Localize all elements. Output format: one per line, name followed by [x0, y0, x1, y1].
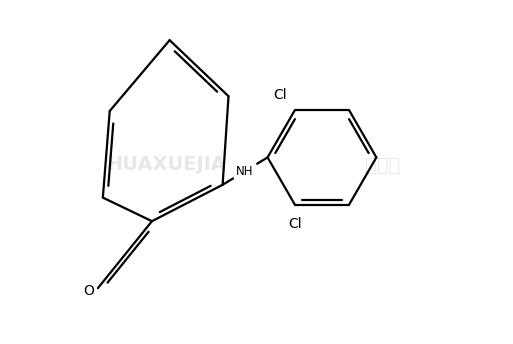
Text: 化学加: 化学加	[365, 155, 400, 174]
Text: HUAXUEJIA: HUAXUEJIA	[106, 155, 226, 174]
Text: Cl: Cl	[288, 217, 302, 230]
Text: O: O	[84, 283, 94, 298]
Text: Cl: Cl	[273, 88, 286, 102]
Text: NH: NH	[236, 164, 254, 178]
